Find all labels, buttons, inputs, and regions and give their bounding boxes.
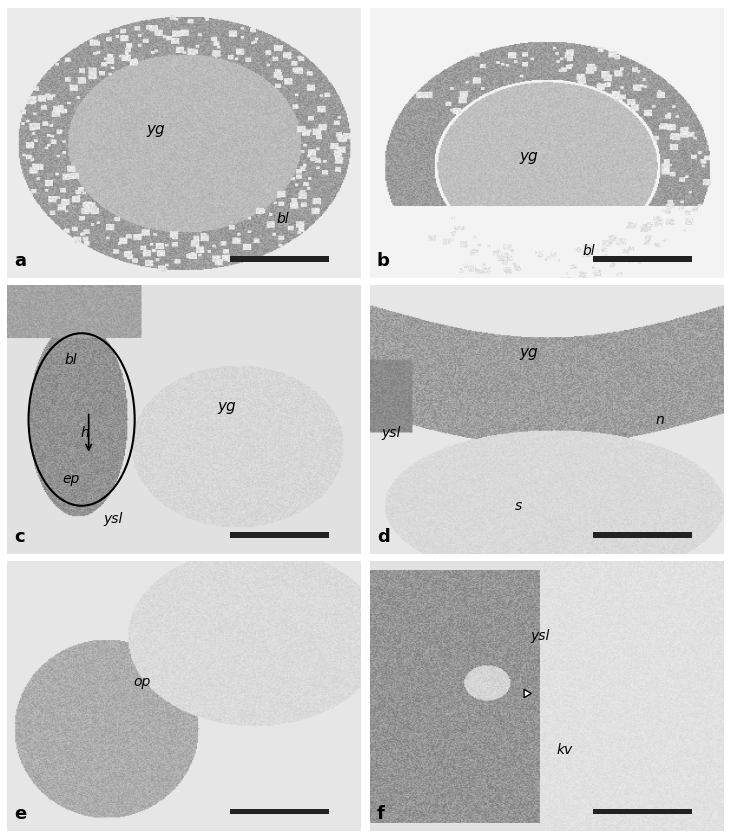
Text: bl: bl [64, 353, 77, 367]
Text: bl: bl [277, 211, 289, 226]
Text: kv: kv [556, 743, 572, 757]
Text: n: n [656, 413, 664, 426]
Text: yg: yg [520, 149, 539, 164]
Text: ysl: ysl [382, 426, 401, 440]
FancyBboxPatch shape [593, 532, 692, 538]
Text: h: h [80, 426, 89, 440]
Text: yg: yg [217, 399, 236, 414]
Text: op: op [133, 675, 151, 690]
Text: e: e [15, 805, 26, 822]
Text: ysl: ysl [104, 513, 123, 526]
Text: ysl: ysl [530, 629, 550, 644]
Text: yg: yg [520, 345, 539, 360]
FancyBboxPatch shape [230, 809, 329, 815]
Text: c: c [15, 529, 25, 546]
Text: ep: ep [62, 472, 80, 486]
Text: d: d [377, 529, 390, 546]
FancyBboxPatch shape [230, 256, 329, 262]
Text: s: s [515, 498, 522, 513]
FancyBboxPatch shape [593, 809, 692, 815]
FancyBboxPatch shape [230, 532, 329, 538]
Text: f: f [377, 805, 385, 822]
Text: a: a [15, 252, 26, 270]
Text: b: b [377, 252, 390, 270]
Text: bl: bl [583, 244, 596, 258]
FancyBboxPatch shape [593, 256, 692, 262]
Text: yg: yg [147, 122, 165, 138]
